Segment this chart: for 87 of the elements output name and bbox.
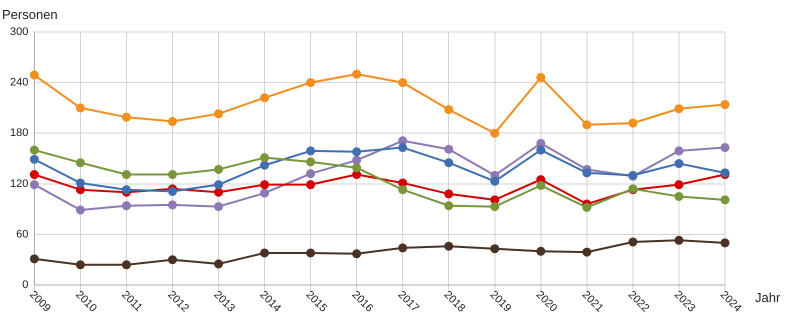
point	[352, 163, 362, 172]
point	[76, 260, 85, 270]
point	[352, 170, 362, 180]
point	[214, 180, 224, 190]
point	[582, 202, 592, 212]
point	[444, 158, 454, 168]
point	[490, 176, 500, 186]
point	[260, 180, 270, 190]
point	[674, 159, 684, 168]
point	[306, 78, 316, 88]
point	[536, 146, 546, 155]
point	[76, 158, 85, 168]
point	[444, 105, 454, 114]
y-tick-label: 60	[16, 228, 28, 240]
point	[628, 118, 638, 128]
point	[30, 170, 39, 180]
point	[306, 180, 316, 190]
point	[674, 192, 684, 201]
point	[214, 164, 224, 174]
point	[306, 157, 316, 166]
point	[214, 188, 224, 197]
point	[260, 93, 270, 102]
point	[214, 109, 224, 118]
point	[582, 120, 592, 130]
point	[536, 73, 546, 82]
point	[168, 200, 177, 210]
point	[490, 202, 500, 212]
point	[30, 154, 39, 164]
point	[720, 238, 730, 248]
point	[260, 248, 270, 258]
point	[490, 128, 500, 138]
y-axis-title: Personen	[2, 7, 58, 22]
point	[30, 146, 39, 155]
point	[444, 144, 454, 154]
point	[122, 185, 131, 194]
point	[398, 185, 408, 194]
point	[720, 143, 730, 152]
y-tick-label: 0	[22, 279, 28, 292]
point	[168, 116, 177, 126]
point	[76, 103, 85, 112]
y-tick-label: 300	[10, 26, 28, 38]
point	[490, 244, 500, 254]
point	[444, 201, 454, 210]
point	[168, 186, 177, 196]
point	[214, 202, 224, 212]
point	[720, 195, 730, 204]
point	[76, 178, 85, 188]
point	[260, 153, 270, 162]
point	[444, 242, 454, 251]
point	[720, 100, 730, 110]
point	[122, 201, 131, 210]
point	[674, 236, 684, 245]
point	[306, 248, 316, 258]
point	[536, 246, 546, 256]
point	[352, 70, 362, 79]
point	[168, 255, 177, 264]
point	[674, 104, 684, 114]
point	[260, 160, 270, 170]
y-tick-label: 180	[10, 127, 28, 140]
x-axis-title: Jahr	[755, 290, 781, 306]
point	[444, 189, 454, 198]
point	[582, 168, 592, 178]
point	[168, 170, 177, 180]
point	[306, 146, 316, 156]
point	[122, 260, 131, 270]
point	[352, 156, 362, 165]
point	[582, 248, 592, 257]
point	[214, 259, 224, 268]
point	[306, 169, 316, 178]
point	[352, 249, 362, 258]
point	[398, 243, 408, 252]
point	[122, 170, 131, 180]
y-tick-label: 240	[10, 76, 28, 89]
point	[76, 205, 85, 214]
point	[398, 143, 408, 152]
point	[122, 112, 131, 122]
point	[30, 254, 39, 264]
point	[30, 70, 39, 80]
point	[536, 180, 546, 190]
point	[398, 78, 408, 88]
point	[352, 147, 362, 156]
y-tick-label: 120	[10, 178, 28, 190]
point	[674, 180, 684, 190]
point	[260, 188, 270, 198]
point	[674, 146, 684, 156]
point	[628, 237, 638, 246]
point	[30, 180, 39, 190]
